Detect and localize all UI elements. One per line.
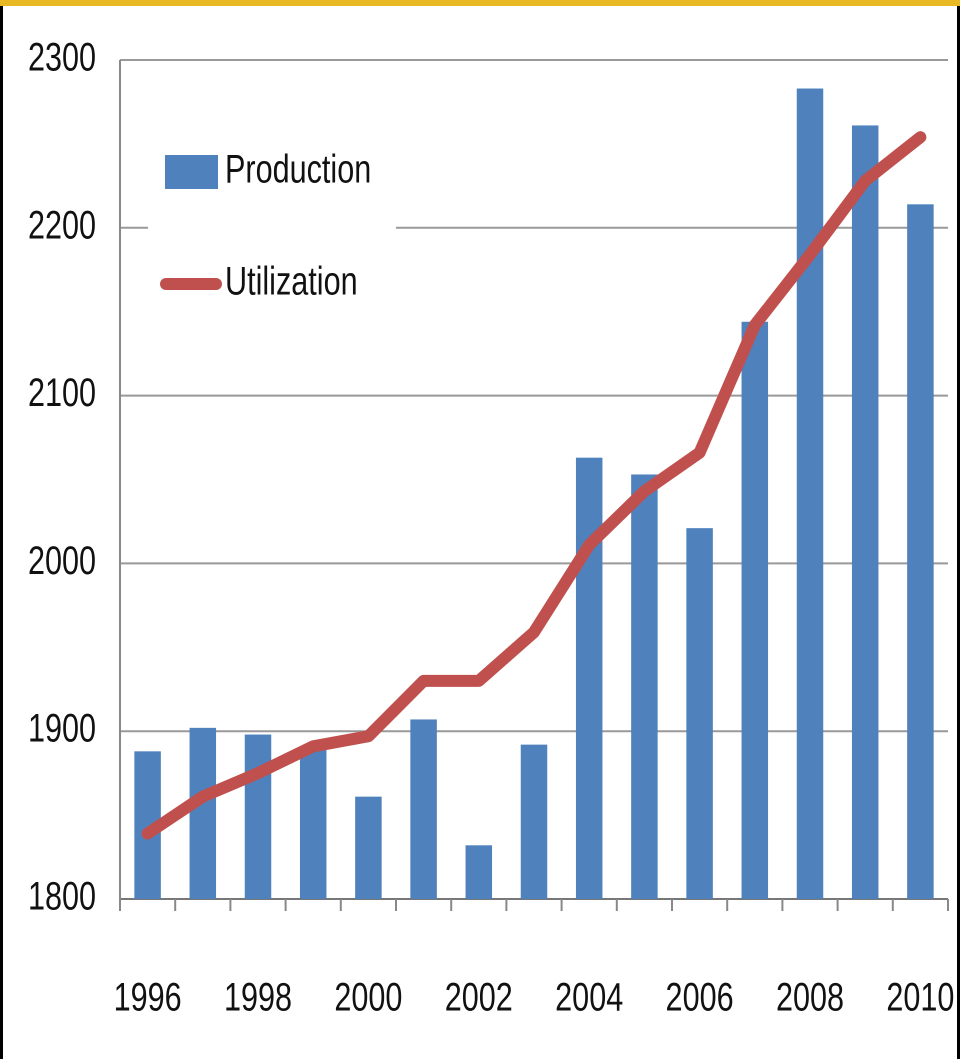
bar [631, 474, 658, 899]
y-tick-label: 2100 [28, 371, 96, 415]
y-tick-label: 2300 [28, 36, 96, 80]
y-tick-label: 2000 [28, 539, 96, 583]
line [141, 131, 927, 840]
bar [796, 88, 824, 899]
bar [465, 845, 493, 899]
bar [907, 204, 934, 900]
bar [355, 796, 382, 899]
bar [520, 744, 548, 899]
x-tick-label: 1998 [224, 976, 292, 1020]
y-tick-label: 2200 [28, 204, 96, 248]
y-tick-label: 1900 [28, 707, 96, 751]
left-border [0, 6, 3, 1059]
x-tick-label: 2008 [776, 976, 844, 1020]
x-tick-label: 2006 [666, 976, 734, 1020]
right-border [957, 6, 960, 1059]
x-tick-label: 2010 [886, 976, 954, 1020]
bar [686, 528, 713, 899]
bar [410, 719, 437, 899]
bar [575, 457, 603, 899]
bar [189, 727, 217, 899]
bar [741, 321, 769, 899]
y-tick-label: 1800 [28, 875, 96, 919]
bar [851, 125, 879, 899]
x-tick-label: 2002 [445, 976, 513, 1020]
x-tick-label: 2004 [555, 976, 623, 1020]
legend-label: Utilization [225, 260, 358, 304]
legend-label: Production [225, 148, 371, 192]
x-tick-label: 2000 [334, 976, 402, 1020]
bar [244, 734, 272, 899]
top-border [0, 0, 960, 6]
legend-swatch [165, 155, 218, 189]
bar [299, 747, 327, 899]
x-tick-label: 1996 [114, 976, 182, 1020]
